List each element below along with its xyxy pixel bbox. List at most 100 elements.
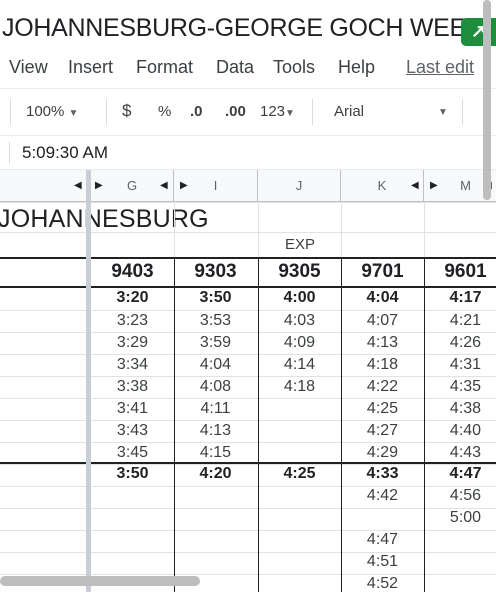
sheet-title[interactable]: JOHANNESBURG — [0, 205, 209, 233]
time-cell[interactable]: 4:08 — [199, 378, 232, 395]
trip-number-cell[interactable]: 9701 — [361, 261, 404, 282]
formula-input[interactable]: 5:09:30 AM — [22, 143, 109, 162]
column-header-m[interactable]: M — [460, 178, 471, 193]
column-border — [174, 257, 175, 592]
time-cell[interactable]: 3:38 — [116, 378, 149, 395]
time-cell[interactable]: 4:31 — [449, 356, 482, 373]
time-cell[interactable]: 4:47 — [366, 531, 399, 548]
menu-view[interactable]: View — [9, 57, 48, 77]
time-cell[interactable]: 4:27 — [366, 422, 399, 439]
time-cell[interactable]: 4:35 — [449, 378, 482, 395]
currency-button[interactable]: $ — [122, 101, 132, 120]
trip-number-cell[interactable]: 9305 — [278, 261, 321, 282]
last-edit-link[interactable]: Last edit — [406, 57, 475, 77]
time-cell[interactable]: 4:56 — [449, 487, 482, 504]
time-cell[interactable]: 4:13 — [199, 422, 232, 439]
time-cell[interactable]: 4:11 — [200, 400, 231, 417]
font-select[interactable]: Arial — [334, 103, 364, 120]
time-cell[interactable]: 4:15 — [199, 444, 232, 461]
column-border — [341, 257, 342, 592]
toolbar-divider — [106, 99, 107, 125]
time-cell[interactable]: 4:04 — [366, 289, 399, 306]
time-cell[interactable]: 4:04 — [199, 356, 232, 373]
time-cell[interactable]: 3:50 — [199, 289, 232, 306]
time-cell[interactable]: 4:21 — [449, 312, 482, 329]
scroll-left-icon[interactable]: ◀ — [74, 180, 82, 191]
time-cell[interactable]: 4:43 — [449, 444, 482, 461]
time-cell[interactable]: 4:26 — [449, 334, 482, 351]
time-cell[interactable]: 3:59 — [199, 334, 232, 351]
time-cell[interactable]: 4:00 — [283, 289, 316, 306]
formula-bar: 5:09:30 AM — [0, 136, 496, 170]
time-cell[interactable]: 3:23 — [116, 312, 149, 329]
time-cell[interactable]: 3:34 — [116, 356, 149, 373]
time-cell[interactable]: 3:41 — [116, 400, 149, 417]
time-cell[interactable]: 3:50 — [116, 465, 149, 482]
row-gridline — [0, 486, 496, 487]
menu-help[interactable]: Help — [338, 57, 376, 77]
menu-insert[interactable]: Insert — [68, 57, 114, 77]
percent-button[interactable]: % — [158, 103, 172, 120]
time-cell[interactable]: 4:25 — [283, 465, 316, 482]
column-header-i[interactable]: I — [174, 170, 258, 202]
row-gridline — [0, 332, 496, 333]
increase-decimals-button[interactable]: .00 — [225, 103, 246, 120]
time-cell[interactable]: 4:18 — [366, 356, 399, 373]
row-gridline — [0, 354, 496, 355]
exp-label[interactable]: EXP — [285, 236, 316, 253]
toolbar-divider — [10, 99, 11, 125]
column-header-j[interactable]: J — [258, 170, 341, 202]
time-cell[interactable]: 4:03 — [283, 312, 316, 329]
time-cell[interactable]: 4:52 — [366, 575, 399, 592]
time-cell[interactable]: 3:43 — [116, 422, 149, 439]
more-formats-button[interactable]: 123▼ — [260, 103, 295, 120]
time-cell[interactable]: 4:38 — [449, 400, 482, 417]
time-cell[interactable]: 4:18 — [283, 378, 316, 395]
time-cell[interactable]: 4:20 — [199, 465, 232, 482]
scroll-right-icon[interactable]: ▶ — [430, 180, 438, 191]
time-cell[interactable]: 4:09 — [283, 334, 316, 351]
time-cell[interactable]: 4:29 — [366, 444, 399, 461]
time-cell[interactable]: 4:13 — [366, 334, 399, 351]
trip-number-cell[interactable]: 9403 — [111, 261, 154, 282]
row-gridline — [0, 398, 496, 399]
time-cell[interactable]: 5:00 — [449, 509, 482, 526]
time-cell[interactable]: 3:45 — [116, 444, 149, 461]
time-cell[interactable]: 4:47 — [449, 465, 482, 482]
spreadsheet-grid[interactable]: JOHANNESBURG EXP 9403 9303 9305 9701 9601 3:2… — [0, 202, 496, 592]
time-cell[interactable]: 4:22 — [366, 378, 399, 395]
time-cell[interactable]: 3:53 — [199, 312, 232, 329]
scroll-left-icon[interactable]: ◀ — [411, 180, 419, 191]
scroll-left-icon[interactable]: ◀ — [160, 180, 168, 191]
time-cell[interactable]: 3:20 — [116, 289, 149, 306]
frozen-column-divider[interactable] — [86, 170, 91, 592]
document-title[interactable]: JOHANNESBURG-GEORGE GOCH WEEK — [2, 14, 483, 42]
decrease-decimals-button[interactable]: .0 — [190, 103, 203, 120]
time-cell[interactable]: 4:07 — [366, 312, 399, 329]
formula-divider — [9, 142, 10, 164]
row-gridline — [0, 232, 496, 233]
menu-format[interactable]: Format — [136, 57, 194, 77]
scroll-right-icon[interactable]: ▶ — [95, 180, 103, 191]
row-gridline — [0, 508, 496, 509]
time-cell[interactable]: 3:29 — [116, 334, 149, 351]
time-cell[interactable]: 4:51 — [366, 553, 399, 570]
menu-tools[interactable]: Tools — [273, 57, 316, 77]
chevron-down-icon: ▼ — [68, 108, 79, 119]
trip-number-cell[interactable]: 9303 — [194, 261, 237, 282]
trip-number-cell[interactable]: 9601 — [444, 261, 487, 282]
horizontal-scrollbar[interactable] — [0, 576, 200, 586]
column-header-g[interactable]: G — [91, 170, 174, 202]
time-cell[interactable]: 4:42 — [366, 487, 399, 504]
time-cell[interactable]: 4:40 — [449, 422, 482, 439]
zoom-select[interactable]: 100% ▼ — [26, 103, 78, 120]
time-cell[interactable]: 4:25 — [366, 400, 399, 417]
menu-data[interactable]: Data — [216, 57, 255, 77]
vertical-scrollbar[interactable] — [483, 0, 491, 200]
scroll-right-icon[interactable]: ▶ — [180, 180, 188, 191]
time-cell[interactable]: 4:33 — [366, 465, 399, 482]
time-cell[interactable]: 4:14 — [283, 356, 316, 373]
time-cell[interactable]: 4:17 — [449, 289, 482, 306]
chevron-down-icon[interactable]: ▼ — [438, 107, 448, 118]
column-header-k[interactable]: K — [341, 170, 424, 202]
